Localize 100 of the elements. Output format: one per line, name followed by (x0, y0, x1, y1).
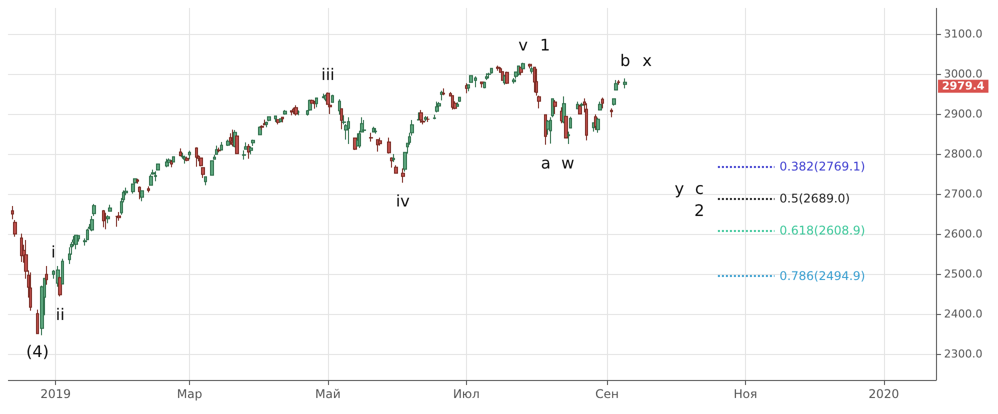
candlestick (612, 98, 616, 106)
candlestick (426, 116, 430, 122)
candlestick (623, 78, 627, 89)
candlestick (374, 128, 377, 134)
candlestick (313, 100, 316, 110)
annotation: 2 (694, 200, 704, 220)
candlestick (188, 150, 191, 160)
candlestick (576, 101, 579, 110)
candlestick (392, 154, 395, 162)
candlestick (564, 116, 568, 139)
y-tick-label: 2300.0 (944, 348, 982, 360)
annotation: c (694, 178, 704, 198)
annotation: a (540, 153, 551, 172)
candlestick (387, 137, 391, 154)
y-tick-label: 2500.0 (944, 268, 982, 280)
candlestick (58, 276, 62, 297)
candlestick (440, 90, 443, 101)
candlestick (490, 68, 493, 74)
candlestick (533, 66, 536, 93)
candlestick (102, 210, 105, 228)
candlestick (338, 98, 341, 116)
candlestick (390, 156, 393, 168)
candlestick (485, 72, 488, 80)
candlestick (549, 116, 552, 144)
candlestick (456, 102, 459, 108)
candlestick (331, 94, 334, 103)
candlestick (433, 114, 436, 120)
candlestick (29, 272, 32, 312)
ref-line-label: 0.618(2608.9) (780, 223, 866, 238)
candlestick (614, 80, 618, 90)
candlestick (465, 82, 468, 94)
candlestick (279, 118, 282, 123)
candlestick (36, 309, 39, 334)
candlestick (601, 97, 604, 109)
candlestick (108, 204, 112, 212)
y-tick-label: 2400.0 (944, 308, 982, 320)
x-tick-label: Июл (452, 387, 480, 401)
x-tick-label: Сен (595, 387, 619, 401)
annotation: iii (321, 64, 335, 84)
candlestick (195, 146, 198, 168)
candlestick (419, 110, 423, 124)
candlestick (585, 102, 588, 141)
x-tick-label: Ноя (734, 387, 758, 401)
candlestick (369, 132, 373, 142)
candlestick (167, 158, 171, 164)
candlestick (567, 131, 570, 144)
annotation: v (518, 35, 528, 54)
ref-line-label: 0.382(2769.1) (780, 159, 866, 174)
y-tick-label: 3100.0 (944, 28, 982, 40)
annotation: w (561, 153, 574, 172)
candlestick (315, 98, 318, 108)
candlestick (578, 104, 582, 115)
candlestick (185, 156, 189, 162)
annotation: ii (56, 304, 65, 324)
x-tick-label: 2020 (868, 387, 900, 401)
candlestick (226, 139, 230, 146)
candlestick (424, 116, 427, 122)
candlestick (394, 164, 398, 174)
annotation: (4) (26, 342, 49, 362)
candlestick (617, 80, 620, 86)
candlestick (496, 65, 500, 72)
candlestick (480, 82, 484, 88)
candlestick (362, 120, 366, 132)
candlestick (417, 112, 420, 120)
candlestick (140, 190, 144, 202)
candlestick (505, 71, 509, 84)
y-tick-label: 3000.0 (944, 68, 982, 80)
candlestick (106, 214, 110, 224)
candlestick (401, 168, 405, 184)
candlestick (235, 134, 239, 154)
candlestick (231, 129, 234, 147)
candlestick (263, 119, 266, 126)
candlestick (149, 174, 153, 186)
candlestick (553, 100, 557, 114)
candlestick (104, 212, 107, 230)
candlestick (92, 204, 96, 216)
candlestick (156, 164, 160, 170)
candlestick (283, 110, 287, 116)
y-tick-label: 2900.0 (944, 108, 982, 120)
candlestick (537, 95, 541, 109)
candlestick (181, 152, 184, 160)
candlestick (276, 119, 280, 125)
candlestick (258, 126, 262, 136)
candlestick (598, 101, 602, 110)
y-tick-label: 2700.0 (944, 188, 982, 200)
x-tick-label: 2019 (40, 387, 71, 401)
candlestick (242, 150, 246, 160)
candlestick (274, 116, 277, 122)
candlestick (11, 206, 14, 220)
candlestick (45, 266, 48, 286)
annotation: x (642, 50, 652, 70)
candlestick (115, 216, 119, 228)
candlestick (294, 104, 298, 116)
x-tick-label: Мар (176, 387, 202, 401)
annotation: y (674, 178, 684, 198)
candlestick (138, 186, 141, 200)
ref-line-label: 0.786(2494.9) (780, 269, 866, 284)
candlestick (179, 148, 182, 157)
candlestick (610, 108, 613, 118)
candlestick (229, 132, 232, 146)
